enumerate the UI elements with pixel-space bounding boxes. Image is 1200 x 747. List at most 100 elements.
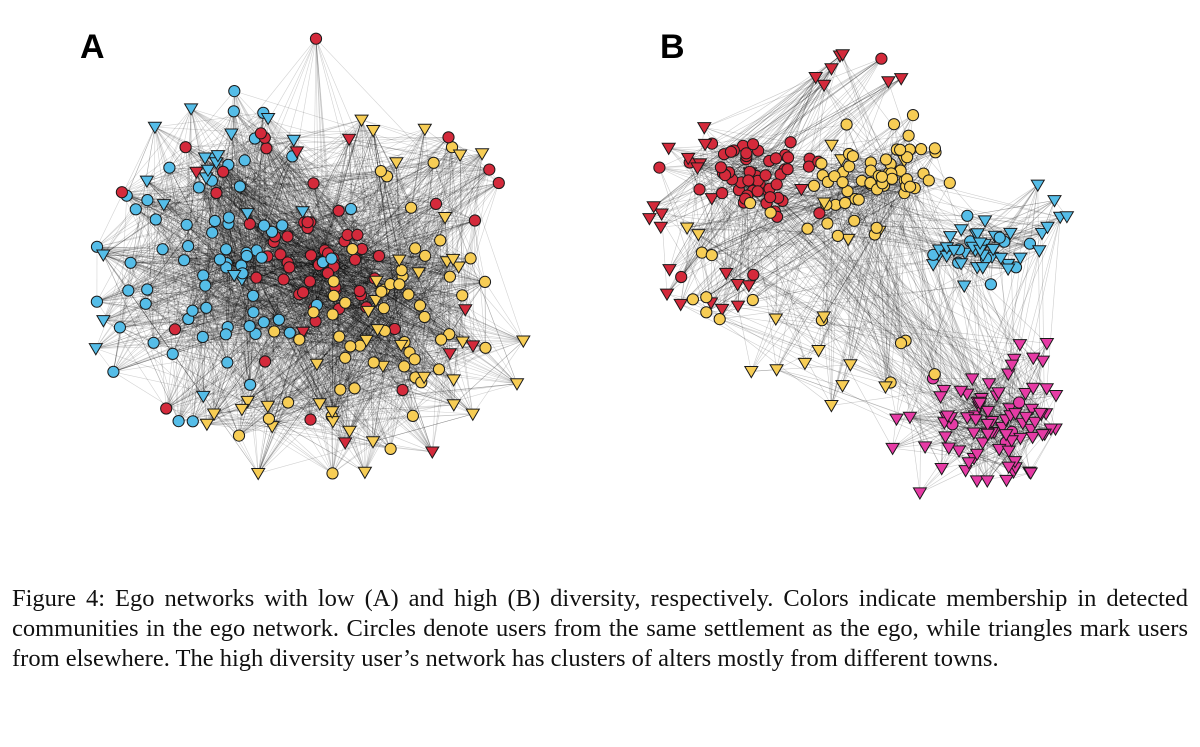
panel-b-blue-circle-node <box>993 231 1006 244</box>
panel-a-blue-circle-node <box>276 219 289 232</box>
panel-b-red-triangle-node <box>690 162 705 175</box>
panel-a-yellow-circle-node <box>384 442 397 455</box>
panel-a-blue-circle-node <box>220 243 233 256</box>
panel-a-yellow-triangle-node <box>309 358 325 372</box>
panel-a-yellow-circle-node <box>339 296 352 309</box>
panel-a-yellow-triangle-node <box>361 305 376 319</box>
panel-a-yellow-triangle-node <box>342 425 357 439</box>
panel-b-yellow-triangle-node <box>769 364 784 377</box>
panel-a-red-circle-node <box>260 142 273 155</box>
panel-b-magenta-triangle-node <box>972 397 988 411</box>
panel-a-blue-triangle-node <box>139 175 155 189</box>
panel-a-yellow-circle-node <box>282 396 295 409</box>
panel-a-blue-circle-node <box>124 256 137 269</box>
panel-a-blue-triangle-node <box>240 208 255 221</box>
panel-b-magenta-triangle-node <box>953 385 969 399</box>
panel-label-a: A <box>80 28 105 66</box>
panel-a-red-circle-node <box>274 248 287 261</box>
panel-b-red-triangle-node <box>662 264 677 277</box>
panel-a-yellow-circle-node <box>327 275 340 288</box>
panel-a-yellow-triangle-node <box>368 295 384 308</box>
panel-a-blue-triangle-node <box>147 121 163 135</box>
panel-b-blue-triangle-node <box>1000 263 1016 277</box>
panel-b-magenta-triangle-node <box>999 474 1014 488</box>
panel-a-red-circle-node <box>250 271 263 284</box>
panel-b-magenta-triangle-node <box>934 463 950 476</box>
panel-a-yellow-triangle-node <box>451 261 467 274</box>
panel-a-yellow-triangle-node <box>206 408 222 421</box>
panel-b-magenta-triangle-node <box>1025 431 1040 445</box>
panel-a-yellow-triangle-node <box>509 378 525 391</box>
panel-a-red-circle-node <box>283 261 296 274</box>
panel-a-blue-triangle-node <box>295 206 311 219</box>
panel-b-red-circle-node <box>740 147 753 160</box>
panel-b-red-triangle-node <box>808 72 824 85</box>
panel-a-blue-circle-node <box>257 219 271 232</box>
panel-a-red-circle-node <box>429 197 443 210</box>
panel-a-red-circle-node <box>277 273 290 286</box>
panel-a-yellow-circle-node <box>268 325 281 338</box>
panel-a-yellow-triangle-node <box>375 360 391 374</box>
panel-b-red-triangle-node <box>741 280 757 293</box>
panel-a-blue-circle-node <box>243 320 256 333</box>
panel-a-red-circle-node <box>309 32 323 45</box>
panel-a-blue-circle-node <box>129 203 142 216</box>
figure-caption: Figure 4: Ego networks with low (A) and … <box>12 585 1188 672</box>
panel-a-yellow-triangle-node <box>240 395 256 409</box>
panel-b-red-triangle-node <box>661 142 677 156</box>
panel-a-red-circle-node <box>304 413 317 426</box>
panel-b-yellow-circle-node <box>801 222 814 235</box>
panel-a-blue-triangle-node <box>95 249 111 262</box>
panel-b-yellow-circle-node <box>852 193 865 206</box>
panel-b-blue-triangle-node <box>985 243 1001 257</box>
panel-b-magenta-triangle-node <box>969 475 985 488</box>
ego-network-figure: A B <box>80 28 1075 500</box>
panel-b-blue-triangle-node <box>1034 227 1050 241</box>
panel-a-yellow-triangle-node <box>389 157 404 170</box>
panel-b-magenta-triangle-node <box>1012 339 1028 352</box>
panel-a-yellow-triangle-node <box>445 253 461 267</box>
panel-a-yellow-triangle-node <box>455 336 470 349</box>
panel-b-magenta-triangle-node <box>968 414 984 427</box>
panel-b-magenta-triangle-node <box>1023 467 1039 480</box>
panel-a-blue-circle-node <box>186 304 199 317</box>
panel-b-magenta-triangle-node <box>1004 359 1020 373</box>
panel-a-red-circle-node <box>332 204 345 217</box>
panel-b-blue-triangle-node <box>977 215 993 228</box>
panel-b-yellow-circle-node <box>870 221 883 234</box>
panel-b-red-circle-node <box>742 174 755 187</box>
panel-b-magenta-triangle-node <box>1008 408 1023 421</box>
panel-b-red-triangle-node <box>718 267 734 281</box>
panel-a-red-triangle-node <box>442 348 458 361</box>
panel-a-blue-circle-node <box>227 105 240 118</box>
panel-a-yellow-circle-node <box>409 242 422 255</box>
panel-a-yellow-triangle-node <box>354 114 369 128</box>
panel-b-magenta-triangle-node <box>1000 368 1016 382</box>
panel-b-blue-triangle-node <box>946 244 962 258</box>
panel-a-yellow-circle-node <box>434 234 447 247</box>
panel-a-blue-circle-node <box>163 161 176 174</box>
panel-b-magenta-triangle-node <box>885 442 900 456</box>
panel-a-blue-circle-node <box>344 202 358 216</box>
panel-a-red-triangle-node <box>457 304 473 317</box>
panel-b-magenta-triangle-node <box>1039 338 1055 351</box>
panel-a-yellow-circle-node <box>479 341 492 354</box>
panel-a-blue-circle-node <box>107 365 120 378</box>
panel-a-blue-circle-node <box>156 243 169 256</box>
panel-b-magenta-triangle-node <box>1032 407 1048 421</box>
panel-a-red-triangle-node <box>295 326 311 340</box>
panel-a-yellow-circle-node <box>443 270 456 283</box>
panel-a-blue-circle-node <box>141 194 154 207</box>
panel-b-yellow-circle-node <box>821 217 834 230</box>
panel-a-red-triangle-node <box>337 437 353 450</box>
panel-b-magenta-triangle-node <box>969 448 985 462</box>
panel-a-blue-circle-node <box>180 218 193 231</box>
panel-a-yellow-circle-node <box>393 278 406 291</box>
panel-b-blue-triangle-node <box>953 224 969 237</box>
panel-b-red-triangle-node <box>816 79 832 93</box>
panel-b-blue-triangle-node <box>993 252 1009 266</box>
panel-a-blue-circle-node <box>221 356 234 369</box>
panel-a-red-circle-node <box>254 127 267 140</box>
panel-a-blue-triangle-node <box>156 199 172 212</box>
panel-a-yellow-circle-node <box>232 429 246 442</box>
